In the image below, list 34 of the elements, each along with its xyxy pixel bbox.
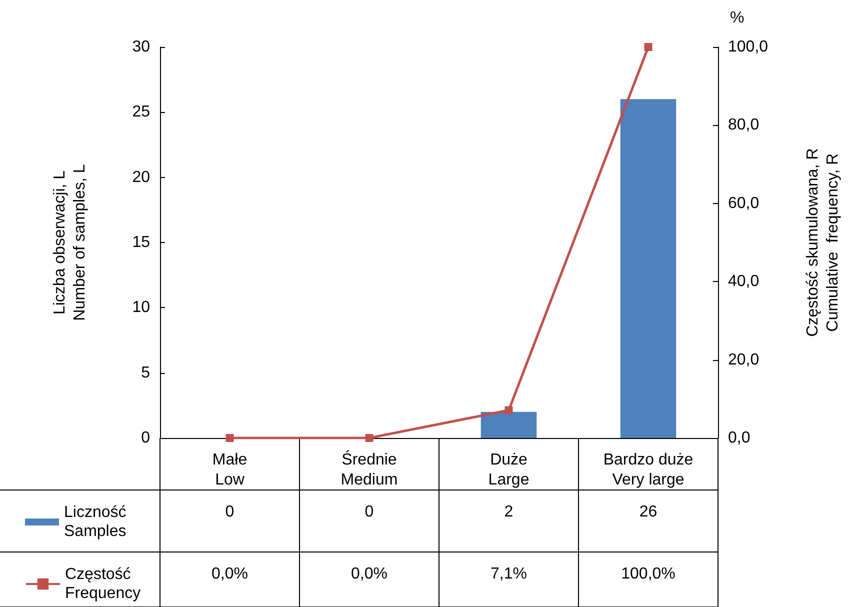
- data-label: 0,0%: [212, 566, 248, 582]
- y-tick-label: 5: [141, 364, 150, 382]
- y2-tick-label: 0,0: [728, 430, 750, 446]
- y-tick-label: 10: [132, 299, 150, 316]
- legend-label: Liczność Samples: [64, 504, 126, 540]
- x-tick-label: Małe Low: [212, 452, 248, 488]
- point: [226, 434, 234, 442]
- y-tick-label: 0: [141, 430, 150, 446]
- data-label: 26: [639, 504, 658, 520]
- data-label: 0,0%: [351, 566, 388, 582]
- point: [504, 406, 513, 414]
- point: [365, 434, 374, 442]
- x-tick-label: Bardzo duże Very large: [603, 452, 694, 488]
- y-tick-label: 30: [132, 38, 150, 56]
- data-label: 2: [504, 504, 514, 520]
- data-label: 0: [364, 504, 374, 520]
- y2-tick-label: 80,0: [728, 116, 760, 134]
- point: [644, 43, 652, 51]
- data-label: 7,1%: [490, 566, 527, 582]
- y-axis-title: Liczba obserwacji, L Number of samples, L: [52, 164, 88, 321]
- x-tick-label: Średnie Medium: [340, 450, 398, 488]
- legend-label: Częstość Frequency: [65, 566, 141, 602]
- y2-axis-title: Częstość skumulowana, R Cumulative frequency, R: [804, 148, 842, 337]
- y-tick-label: 25: [132, 104, 150, 121]
- y2-tick-label: 60,0: [728, 194, 760, 212]
- y2-tick-label: 20,0: [728, 351, 760, 368]
- data-label: 0: [225, 504, 234, 520]
- text: %: [730, 10, 744, 26]
- y-tick-label: 15: [132, 234, 150, 251]
- x-tick-label: Duże Large: [488, 452, 530, 488]
- data-label: 100,0%: [621, 566, 676, 582]
- y-tick-label: 20: [132, 168, 150, 186]
- y2-tick-label: 100,0: [728, 38, 768, 56]
- y2-tick-label: 40,0: [728, 273, 760, 290]
